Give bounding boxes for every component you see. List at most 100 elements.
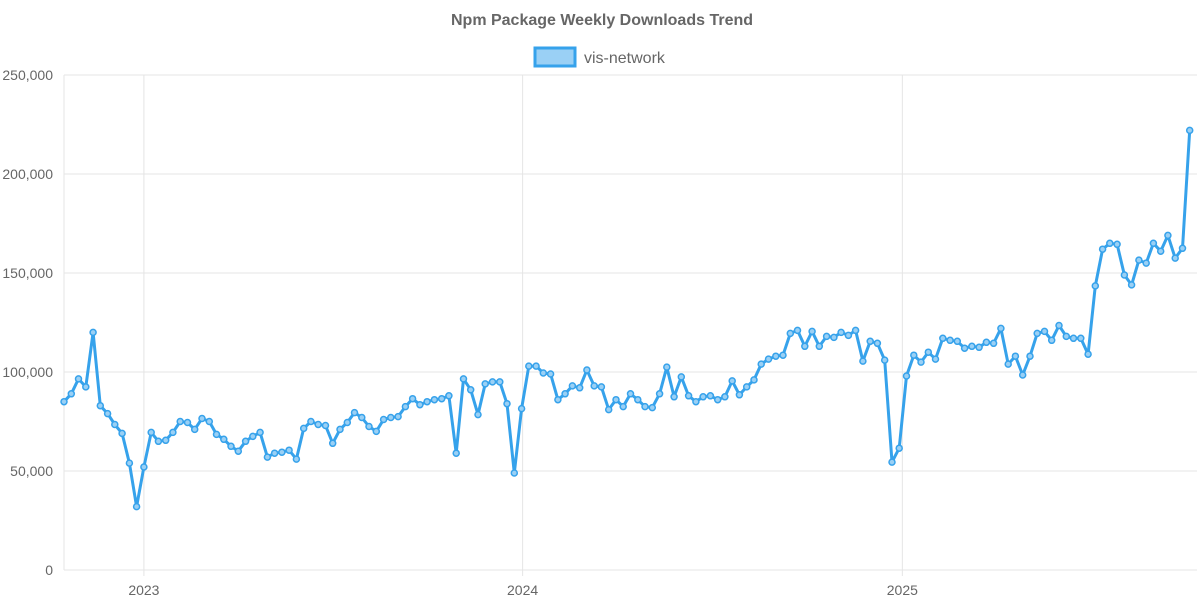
data-point [1026, 352, 1034, 360]
data-point [190, 425, 199, 434]
data-point [801, 342, 809, 351]
data-point [880, 356, 889, 364]
data-point [278, 448, 286, 456]
data-point [1018, 371, 1027, 379]
data-point [227, 442, 235, 451]
data-point [1069, 334, 1078, 343]
data-point [764, 355, 773, 363]
data-point [1077, 334, 1085, 343]
data-point [408, 394, 417, 403]
data-point [1084, 350, 1092, 358]
data-point [445, 392, 453, 400]
data-point [568, 382, 577, 390]
data-point [975, 343, 983, 352]
data-point [786, 329, 795, 338]
data-point [103, 409, 112, 418]
data-point [220, 435, 228, 444]
data-point [575, 384, 584, 392]
data-point [343, 418, 352, 427]
data-point [132, 502, 141, 511]
data-point [525, 362, 533, 370]
data-point [169, 428, 177, 437]
data-point [546, 370, 555, 378]
legend[interactable]: vis-network [533, 46, 666, 68]
data-point [830, 333, 838, 342]
data-point [626, 390, 635, 398]
data-point [793, 326, 802, 335]
data-point [328, 439, 337, 448]
data-point [713, 395, 722, 404]
data-point [815, 342, 824, 351]
data-point [1120, 271, 1129, 279]
data-point [205, 417, 214, 426]
data-point [452, 449, 460, 457]
data-point [379, 415, 388, 424]
data-point [474, 410, 482, 419]
data-point [1004, 360, 1012, 368]
data-point [517, 404, 526, 413]
data-point [299, 424, 308, 433]
data-point [728, 377, 736, 385]
data-point [982, 338, 991, 347]
data-point [67, 390, 76, 398]
data-point [699, 393, 707, 401]
data-point [910, 351, 918, 359]
data-point [888, 458, 896, 466]
data-point [946, 336, 954, 345]
data-point [496, 378, 504, 386]
data-point [125, 459, 134, 467]
data-point [350, 408, 359, 417]
data-point [583, 366, 591, 374]
data-point [481, 380, 489, 388]
data-point [256, 428, 264, 437]
data-point [779, 351, 787, 359]
data-point [655, 390, 664, 398]
data-point [118, 429, 126, 438]
x-tick-label: 2024 [507, 582, 538, 598]
data-point [619, 402, 627, 411]
data-point [597, 383, 606, 391]
data-point [60, 397, 68, 406]
data-point [1135, 256, 1143, 264]
legend-label[interactable]: vis-network [584, 50, 666, 67]
data-point [314, 420, 322, 429]
data-point [989, 339, 998, 348]
series-vis-network [60, 126, 1194, 511]
y-tick-label: 250,000 [2, 67, 53, 83]
data-point [416, 400, 424, 409]
data-point [372, 427, 381, 436]
data-point [1098, 245, 1107, 253]
data-point [953, 337, 962, 346]
data-point [677, 373, 686, 381]
series-line [62, 128, 1192, 509]
data-point [307, 417, 315, 426]
data-point [997, 324, 1005, 333]
data-point [772, 352, 780, 360]
data-point [198, 414, 206, 423]
axes: 0 50,000 100,000 150,000 200,000 250,000 2023 2… [2, 67, 918, 598]
data-point [292, 455, 301, 463]
data-point [1185, 126, 1194, 135]
data-point [1062, 332, 1071, 341]
data-point [590, 382, 598, 390]
y-tick-label: 50,000 [10, 463, 53, 479]
data-point [1040, 327, 1049, 336]
data-point [82, 383, 90, 391]
data-point [1127, 281, 1136, 289]
data-point [212, 430, 221, 439]
data-point [74, 375, 83, 383]
data-point [176, 417, 184, 426]
data-point [241, 437, 250, 446]
data-point [931, 355, 940, 363]
data-point [387, 413, 395, 422]
data-point [1033, 329, 1041, 338]
data-point [851, 326, 860, 335]
data-point [437, 394, 446, 403]
data-point [249, 432, 257, 441]
data-point [488, 378, 497, 386]
data-point [561, 390, 569, 398]
data-point [1156, 247, 1165, 255]
legend-swatch[interactable] [533, 46, 577, 68]
